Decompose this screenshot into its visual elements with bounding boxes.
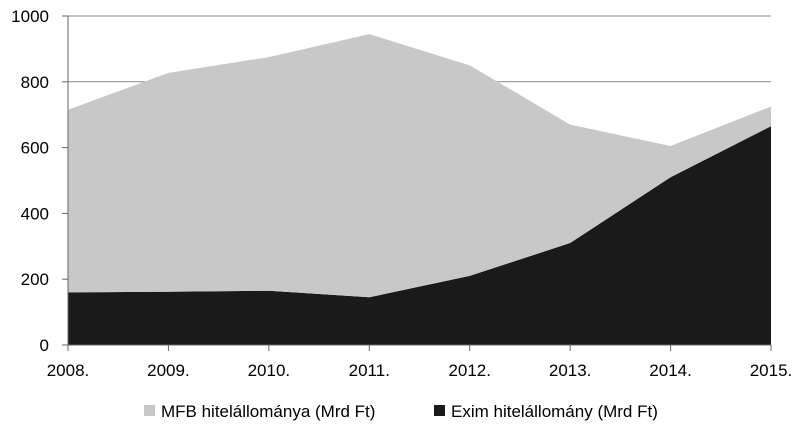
x-tick-label: 2013. [549,361,592,380]
x-tick-label: 2009. [147,361,190,380]
area-series-exim [68,126,771,345]
x-tick-label: 2014. [649,361,692,380]
x-axis-ticks: 2008. 2009. 2010. 2011. 2012. 2013. 2014. 2015. [47,361,793,380]
x-tick-label: 2011. [349,361,390,380]
legend-swatch-mfb [144,405,155,416]
y-tick-label: 800 [21,73,49,92]
y-tick-label: 0 [40,336,49,355]
x-tick-label: 2010. [248,361,291,380]
area-series-mfb [68,34,771,298]
y-tick-label: 400 [21,204,49,223]
y-tick-label: 600 [21,139,49,158]
legend-swatch-exim [434,405,445,416]
y-tick-label: 1000 [11,7,49,26]
x-tick-label: 2008. [47,361,90,380]
plot-areas [68,34,771,345]
y-tick-label: 200 [21,270,49,289]
x-tick-label: 2015. [750,361,793,380]
legend-label-mfb: MFB hitelállománya (Mrd Ft) [161,402,375,421]
y-axis-ticks: 0 200 400 600 800 1000 [11,7,49,355]
legend-label-exim: Exim hitelállomány (Mrd Ft) [451,402,658,421]
legend: MFB hitelállománya (Mrd Ft) Exim hiteláll… [144,402,658,421]
x-tick-label: 2012. [448,361,491,380]
axes [62,15,772,351]
